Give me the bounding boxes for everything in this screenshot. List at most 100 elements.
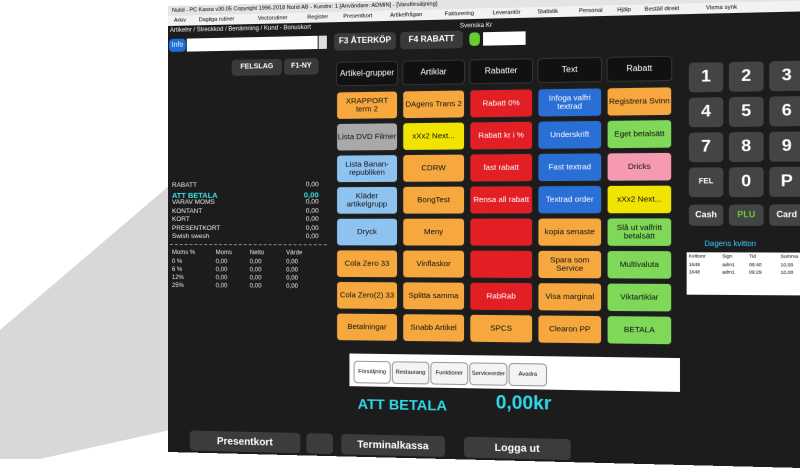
keypad-key[interactable]: 1 — [688, 62, 724, 93]
grid-button[interactable]: CDRW — [402, 153, 466, 183]
grid-button[interactable]: Meny — [402, 217, 466, 247]
menu-item[interactable]: Visma synk — [705, 4, 738, 12]
keypad-key[interactable]: 2 — [728, 61, 764, 92]
keypad-action[interactable]: Card — [769, 204, 800, 226]
grid-button[interactable]: Kläder artikelgrupp — [336, 185, 399, 215]
grid-button[interactable]: Visa marginal — [537, 282, 603, 312]
keypad-key[interactable]: FEL — [688, 167, 724, 198]
grid-button[interactable]: BongTest — [402, 185, 466, 215]
grid-button[interactable]: BETALA — [606, 315, 673, 346]
grid-button[interactable]: Textrad order — [537, 184, 603, 215]
grid-button[interactable]: kopia senaste — [537, 217, 603, 247]
grid-button[interactable]: Registrera Svinn — [606, 86, 673, 117]
keypad-key[interactable]: 9 — [769, 131, 800, 162]
function-button[interactable]: F3 ÅTERKÖP — [334, 32, 396, 51]
receipt-cell[interactable]: 1649 — [688, 261, 700, 268]
grid-button[interactable]: Eget betalsätt — [606, 119, 673, 150]
keypad-key[interactable]: 4 — [688, 97, 724, 128]
menu-item[interactable]: Leverantör — [492, 9, 521, 17]
grid-button[interactable]: xXx2 Next... — [402, 121, 466, 151]
bottom-button[interactable]: Terminalkassa — [341, 433, 446, 457]
receipt-cell[interactable]: 09:40 — [749, 262, 762, 268]
currency-input[interactable] — [483, 31, 526, 46]
grid-header[interactable]: Artikel-grupper — [336, 60, 399, 87]
info-button[interactable]: Info — [168, 38, 186, 52]
search-input[interactable] — [186, 35, 318, 52]
grid-button[interactable]: Viktartiklar — [606, 282, 673, 313]
grid-header[interactable]: Artiklar — [402, 59, 466, 86]
grid-button[interactable]: Cola Zero 33 — [336, 249, 399, 279]
bottom-button[interactable]: Logga ut — [464, 436, 571, 461]
dropdown[interactable] — [318, 35, 327, 49]
grid-button[interactable]: Fast textrad — [537, 152, 603, 183]
tab[interactable]: Restaurang — [391, 361, 430, 385]
grid-button[interactable]: Slå ut valfritt betalsätt — [606, 217, 673, 247]
tab[interactable]: Avadra — [508, 362, 548, 387]
keypad-key[interactable]: 7 — [688, 132, 724, 163]
tab[interactable]: Försäljning — [353, 360, 391, 384]
grid-header[interactable]: Rabatt — [606, 55, 673, 83]
tab[interactable]: Funktioner — [430, 361, 469, 386]
grid-button[interactable]: Infoga valfri textrad — [537, 87, 603, 118]
keypad-key[interactable]: 0 — [728, 167, 764, 198]
menu-item[interactable]: Statistik — [537, 8, 559, 16]
left-button[interactable]: FELSLAG — [231, 58, 283, 76]
grid-button[interactable]: Snabb Artikel — [402, 313, 466, 343]
tab[interactable]: Serviceorder — [469, 362, 508, 386]
toggle[interactable] — [469, 32, 480, 46]
grid-button[interactable]: DAgens Trans 2 — [402, 89, 466, 120]
menu-item[interactable]: Dagliga rutiner — [198, 16, 235, 24]
menu-item[interactable]: Hjälp — [617, 6, 631, 14]
menu-item[interactable]: Personal — [578, 7, 603, 15]
grid-button[interactable]: Betalningar — [336, 312, 399, 342]
bottom-button[interactable]: Presentkort — [189, 430, 301, 454]
grid-button[interactable]: Lista DVD Filmer — [336, 122, 399, 152]
grid-button[interactable]: Rabatt kr i % — [469, 120, 534, 151]
grid-button[interactable]: Splitta samma — [402, 281, 466, 311]
grid-button[interactable]: fast rabatt — [469, 152, 534, 183]
keypad-key[interactable]: 3 — [769, 60, 800, 92]
grid-button[interactable]: Rabatt 0% — [469, 88, 534, 119]
receipt-header: Summa — [780, 253, 799, 259]
menu-item[interactable]: Vectorutiner — [257, 15, 288, 22]
keypad-key[interactable]: 5 — [728, 96, 764, 127]
grid-button[interactable]: Dricks — [606, 151, 673, 182]
menu-item[interactable]: Arkiv — [173, 17, 187, 24]
keypad-key[interactable]: 6 — [769, 96, 800, 127]
left-button[interactable]: F1-NY — [284, 58, 319, 76]
keypad-action[interactable]: Cash — [688, 204, 724, 226]
grid-button[interactable]: XRAPPORT term 2 — [336, 90, 399, 120]
menu-item[interactable]: Beställ direkt — [644, 5, 680, 13]
menu-item[interactable]: Artikelfrågan — [390, 11, 423, 19]
menu-item[interactable]: Presentkort — [343, 13, 373, 20]
grid-button[interactable]: Spara som Service — [537, 249, 603, 280]
grid-header[interactable]: Text — [537, 56, 603, 84]
grid-button[interactable]: Cola Zero(2) 33 — [336, 280, 399, 311]
receipt-cell[interactable]: 10,00 — [780, 262, 794, 268]
receipt-cell[interactable]: adm1 — [722, 269, 735, 275]
grid-button[interactable]: Lista Banan-republiken — [336, 154, 399, 184]
grid-button[interactable]: Clearon PP — [537, 314, 603, 345]
receipt-cell[interactable]: 09:29 — [749, 269, 762, 275]
grid-button[interactable]: Vinflaskor — [402, 249, 466, 279]
grid-header[interactable]: Rabatter — [469, 58, 534, 85]
receipt-cell[interactable]: 1648 — [688, 269, 700, 275]
function-button[interactable]: F4 RABATT — [400, 30, 463, 50]
keypad-action[interactable]: PLU — [728, 204, 764, 226]
grid-button[interactable]: Underskrift — [537, 119, 603, 150]
keypad-key[interactable]: P — [769, 166, 800, 197]
grid-button[interactable]: xXx2 Next... — [606, 184, 673, 215]
grid-button[interactable]: Rensa all rabatt — [469, 185, 534, 215]
grid-button[interactable]: Multivaluta — [606, 249, 673, 280]
grid-button[interactable] — [469, 249, 534, 279]
receipt-cell[interactable]: 10,00 — [780, 269, 794, 276]
grid-button[interactable]: RabRab — [469, 281, 534, 312]
grid-button[interactable] — [469, 217, 534, 247]
grid-button[interactable]: SPCS — [469, 313, 534, 344]
receipt-cell[interactable]: adm1 — [722, 261, 735, 268]
menu-item[interactable]: Fakturering — [444, 10, 474, 18]
menu-item[interactable]: Register — [307, 14, 329, 21]
keypad-key[interactable]: 8 — [728, 131, 764, 163]
grid-button[interactable]: Dryck — [336, 217, 399, 247]
icon-button[interactable] — [306, 433, 334, 455]
